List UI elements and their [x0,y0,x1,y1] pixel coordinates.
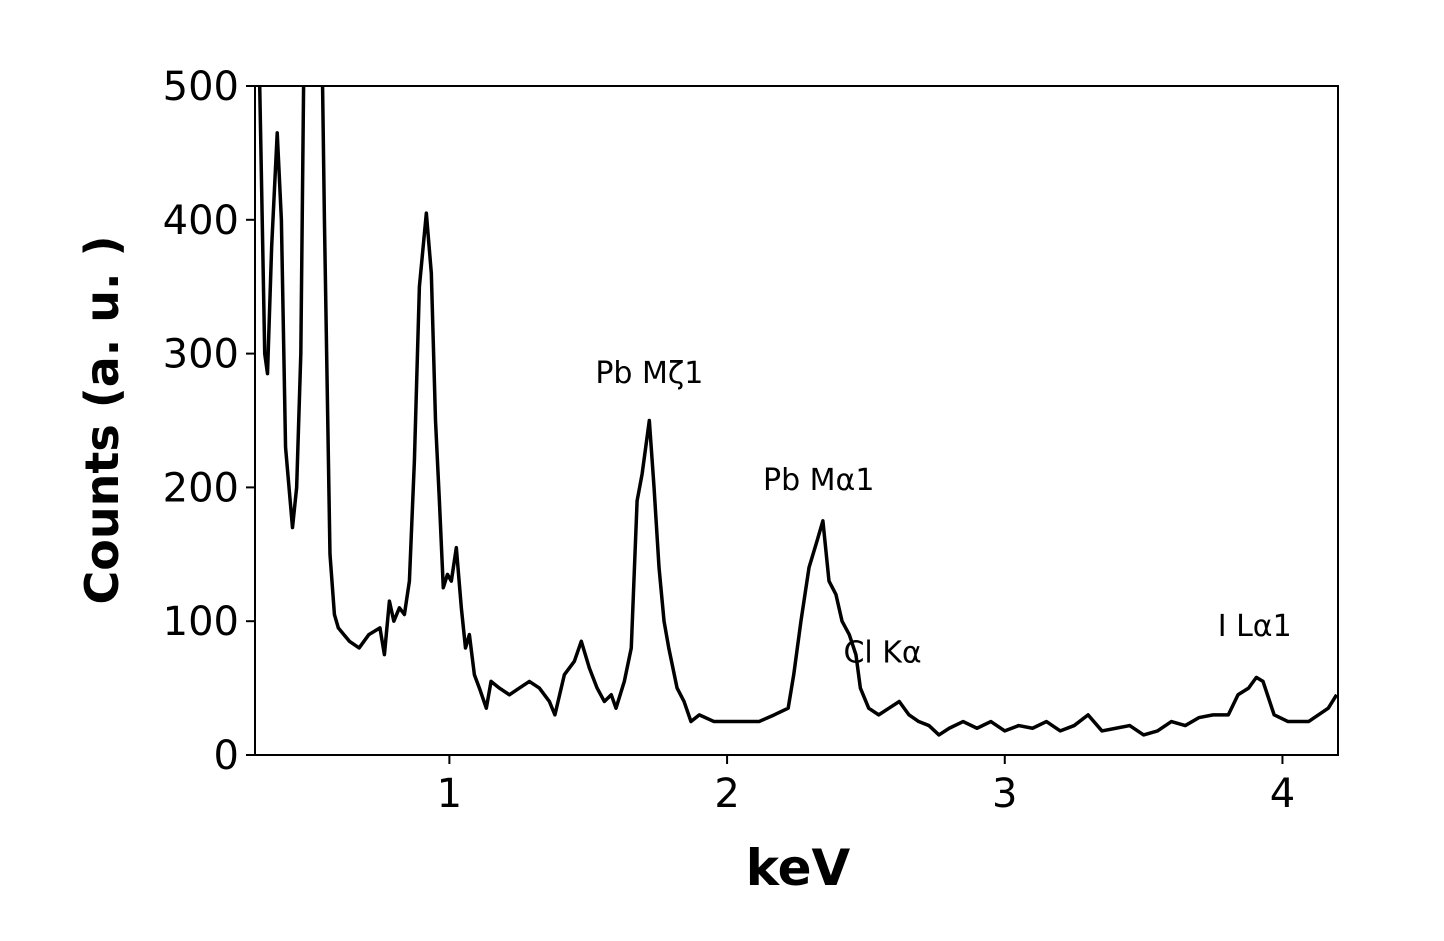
spectrum-line [257,86,1338,737]
peak-annotation: Pb Mζ1 [595,356,703,391]
y-axis-label: Counts (a. u. ) [75,235,129,604]
y-tick-label: 200 [163,465,239,511]
plot-frame [254,85,1339,756]
peak-annotation: I Lα1 [1218,609,1292,644]
x-tick-label: 3 [992,771,1017,817]
peak-annotation: Cl Kα [843,636,921,671]
x-tick-label: 4 [1270,771,1295,817]
y-tick-label: 100 [163,599,239,645]
y-tick-label: 400 [163,198,239,244]
x-axis-label: keV [746,839,851,897]
y-tick-label: 500 [163,64,239,110]
y-tick-label: 300 [163,332,239,378]
x-tick-label: 2 [714,771,739,817]
y-tick-label: 0 [214,733,239,779]
x-tick-label: 1 [437,771,462,817]
peak-annotation: Pb Mα1 [763,463,874,498]
